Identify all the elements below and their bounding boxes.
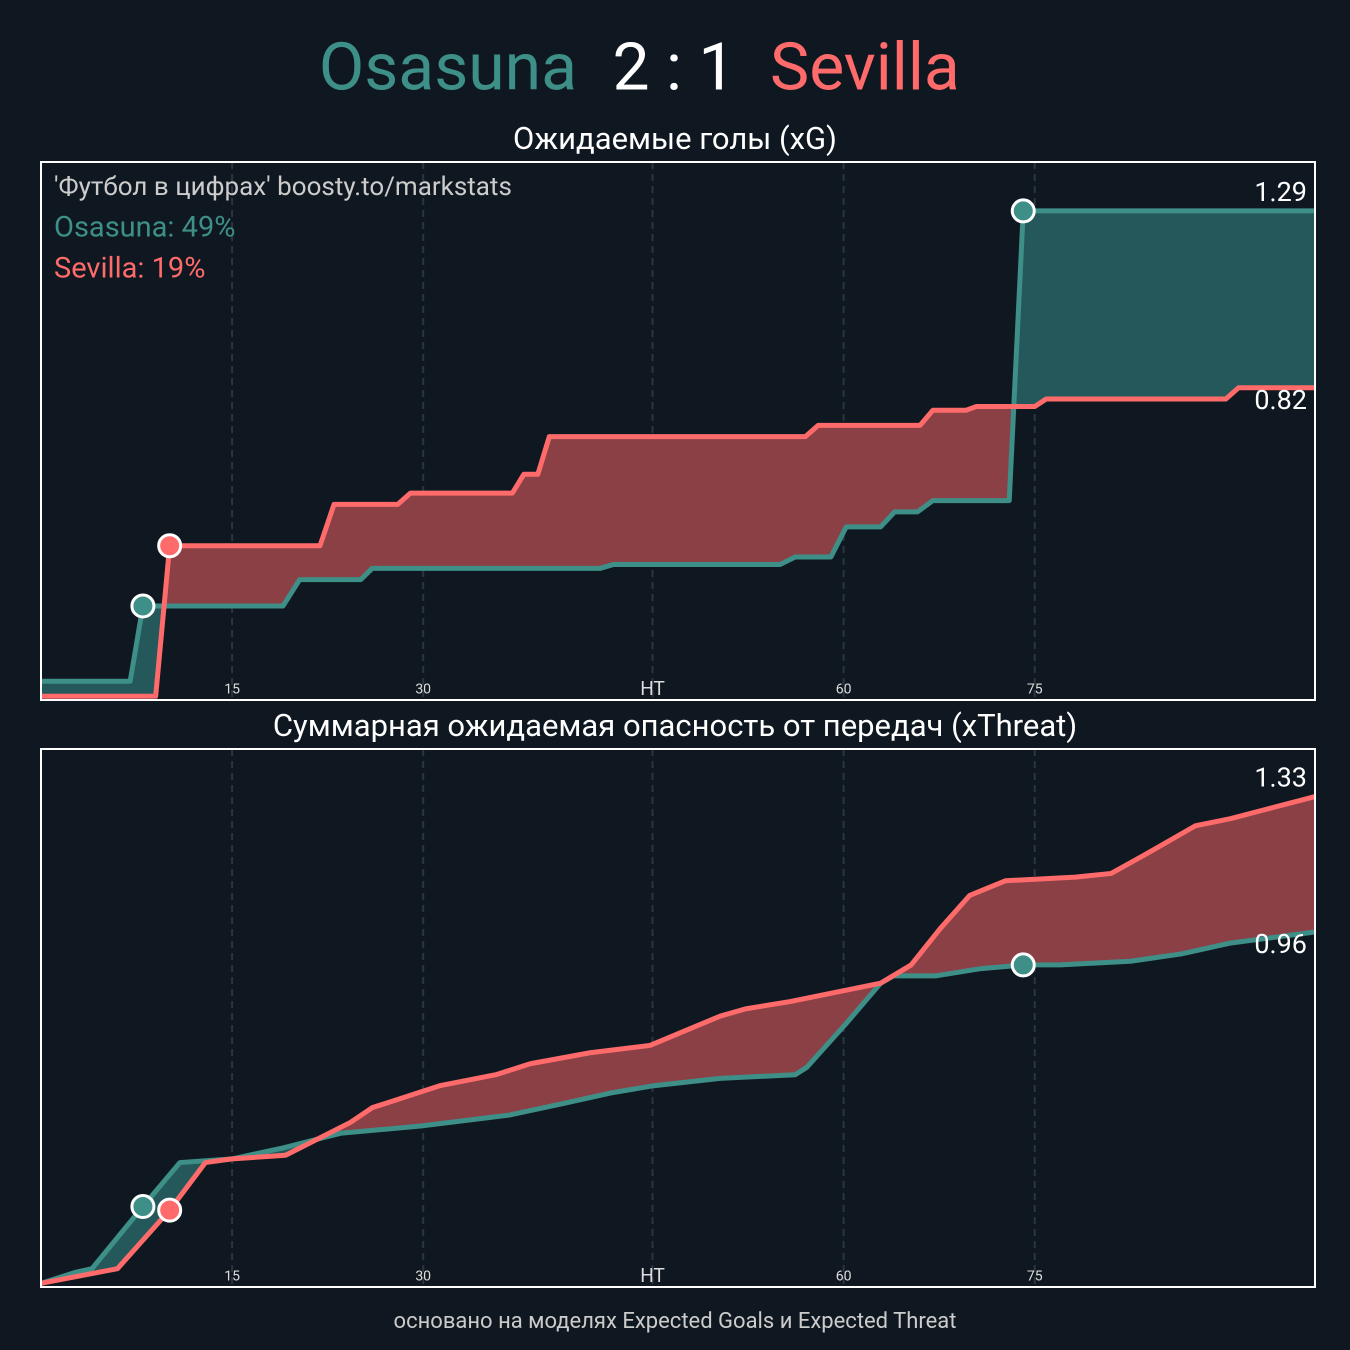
plot-frame: [40, 161, 1316, 701]
annotation: 'Футбол в цифрах' boosty.to/markstats: [54, 172, 512, 202]
x-tick-label: 15: [224, 1269, 240, 1285]
plot-frame: [40, 748, 1316, 1288]
goal-marker: [130, 1193, 156, 1219]
series-line: [41, 385, 1315, 699]
end-value-label: 0.82: [1254, 384, 1307, 416]
annotation: Sevilla: 19%: [54, 252, 205, 286]
chart-title: Ожидаемые голы (xG): [513, 120, 837, 157]
score: 2 : 1: [613, 29, 736, 106]
difference-fill: [317, 983, 881, 1140]
series-line: [40, 929, 1316, 1286]
x-tick-label: HT: [640, 1264, 665, 1287]
x-tick-label: 15: [224, 682, 240, 698]
x-tick-label: 30: [415, 682, 431, 698]
difference-fill: [164, 395, 1015, 606]
series-line: [41, 208, 1315, 684]
x-tick-label: 30: [415, 1269, 431, 1285]
home-team: Osasuna: [319, 29, 577, 106]
difference-fill: [1014, 210, 1315, 407]
goal-marker: [1010, 198, 1036, 224]
end-value-label: 1.29: [1254, 176, 1307, 208]
x-tick-label: 75: [1027, 682, 1043, 698]
goal-marker: [1010, 952, 1036, 978]
x-tick-label: 60: [836, 682, 852, 698]
end-value-label: 1.33: [1254, 762, 1307, 794]
x-tick-label: 75: [1027, 1269, 1043, 1285]
end-value-label: 0.96: [1254, 928, 1307, 960]
series-line: [40, 794, 1316, 1286]
x-tick-label: HT: [640, 677, 665, 700]
goal-marker: [157, 533, 183, 559]
x-tick-label: 60: [836, 1269, 852, 1285]
annotation: Osasuna: 49%: [54, 211, 236, 245]
difference-fill: [881, 796, 1315, 983]
chart-title: Суммарная ожидаемая опасность от передач…: [273, 707, 1077, 744]
goal-marker: [130, 593, 156, 619]
away-team: Sevilla: [770, 29, 960, 106]
goal-marker: [157, 1197, 183, 1223]
footer: основано на моделях Expected Goals и Exp…: [394, 1309, 957, 1334]
